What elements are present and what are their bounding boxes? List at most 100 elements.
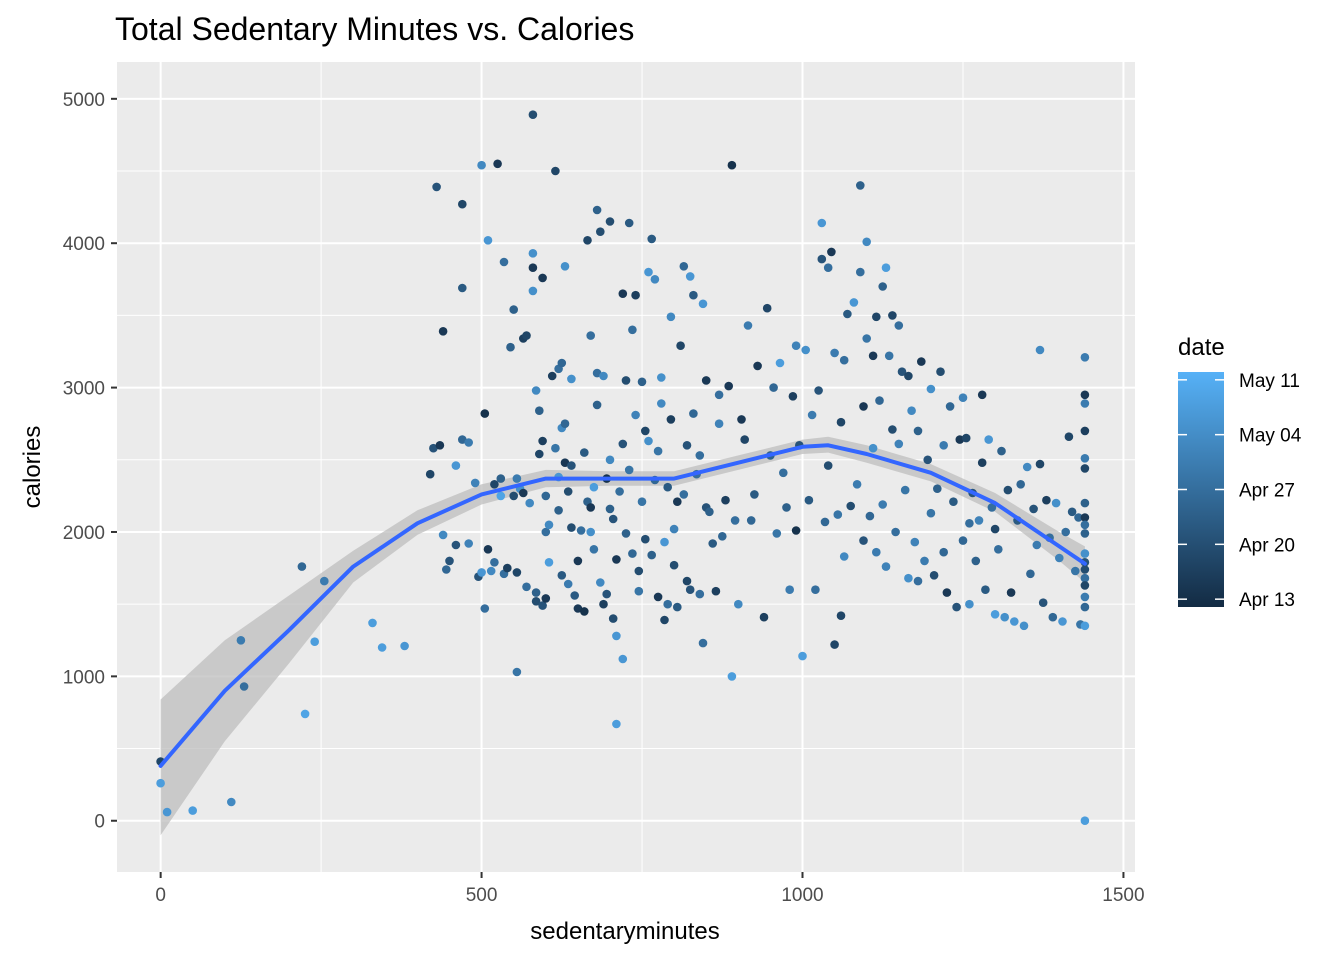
data-point: [528, 249, 538, 258]
data-point: [573, 604, 583, 613]
data-point: [801, 345, 810, 355]
data-point: [490, 480, 499, 489]
data-point: [1080, 529, 1090, 538]
data-point: [913, 576, 923, 586]
data-point: [624, 218, 634, 228]
data-point: [939, 547, 948, 557]
data-point: [839, 552, 849, 561]
data-point: [836, 611, 846, 620]
data-point: [958, 393, 968, 403]
data-point: [1022, 462, 1032, 472]
data-point: [297, 562, 307, 571]
data-point: [512, 474, 522, 483]
data-point: [949, 497, 958, 507]
data-point: [1080, 399, 1090, 408]
data-point: [573, 556, 583, 566]
data-point: [567, 374, 576, 384]
data-point: [942, 588, 952, 597]
data-point: [458, 435, 467, 444]
data-point: [400, 641, 409, 651]
data-point: [730, 516, 740, 525]
data-point: [458, 199, 467, 209]
data-point: [817, 254, 827, 264]
data-point: [865, 511, 875, 521]
data-point: [522, 331, 531, 340]
data-point: [490, 558, 499, 567]
data-point: [621, 529, 631, 538]
data-point: [785, 585, 794, 594]
data-point: [320, 576, 329, 586]
data-point: [589, 545, 599, 554]
data-point: [483, 236, 493, 245]
data-point: [605, 455, 615, 465]
data-point: [525, 498, 534, 508]
x-tick-label: 1500: [1102, 885, 1144, 906]
data-point: [1080, 520, 1090, 530]
data-point: [547, 371, 557, 381]
data-point: [580, 448, 589, 457]
data-point: [1035, 345, 1045, 355]
data-point: [451, 461, 461, 470]
data-point: [567, 523, 576, 532]
data-point: [679, 262, 689, 271]
data-point: [814, 386, 823, 395]
data-point: [560, 262, 570, 271]
data-point: [1071, 566, 1080, 576]
data-point: [817, 218, 827, 228]
data-point: [1080, 816, 1090, 825]
data-point: [1080, 464, 1090, 473]
data-point: [557, 571, 567, 580]
data-point: [570, 591, 579, 600]
data-point: [608, 614, 618, 623]
data-point: [1080, 513, 1090, 522]
data-point: [586, 527, 595, 537]
data-point: [557, 358, 567, 368]
data-point: [833, 510, 843, 519]
y-tick-label: 2000: [63, 523, 105, 544]
data-point: [1080, 390, 1090, 400]
x-tick-label: 500: [466, 885, 498, 906]
data-point: [894, 439, 904, 449]
data-point: [506, 342, 515, 352]
data-point: [682, 441, 692, 450]
data-point: [891, 527, 900, 537]
data-point: [881, 562, 891, 571]
data-point: [676, 341, 685, 351]
data-point: [544, 520, 554, 530]
data-point: [612, 719, 621, 729]
data-point: [458, 283, 467, 293]
data-point: [695, 451, 705, 460]
data-point: [750, 490, 759, 499]
data-point: [567, 461, 576, 470]
data-point: [782, 503, 791, 512]
data-point: [791, 526, 801, 535]
x-tick-label: 0: [155, 885, 166, 906]
data-point: [592, 400, 602, 410]
data-point: [618, 289, 628, 299]
data-point: [994, 545, 1003, 554]
data-point: [807, 410, 817, 420]
y-tick-label: 5000: [63, 90, 105, 111]
data-point: [615, 487, 624, 496]
data-point: [541, 491, 551, 501]
data-point: [734, 599, 743, 609]
data-point: [1042, 495, 1051, 505]
data-point: [1019, 621, 1029, 631]
legend-label: May 04: [1239, 426, 1302, 447]
data-point: [528, 263, 538, 273]
data-point: [856, 181, 865, 190]
data-point: [862, 237, 871, 247]
legend-label: Apr 13: [1239, 590, 1295, 611]
data-point: [775, 358, 785, 368]
data-point: [878, 282, 887, 291]
data-point: [1080, 549, 1090, 558]
data-point: [442, 565, 451, 574]
data-point: [425, 469, 435, 479]
data-point: [798, 651, 807, 661]
data-point: [698, 638, 708, 648]
data-point: [480, 409, 490, 418]
data-point: [503, 563, 512, 573]
data-point: [644, 267, 653, 277]
data-point: [714, 390, 724, 400]
data-point: [926, 508, 936, 518]
